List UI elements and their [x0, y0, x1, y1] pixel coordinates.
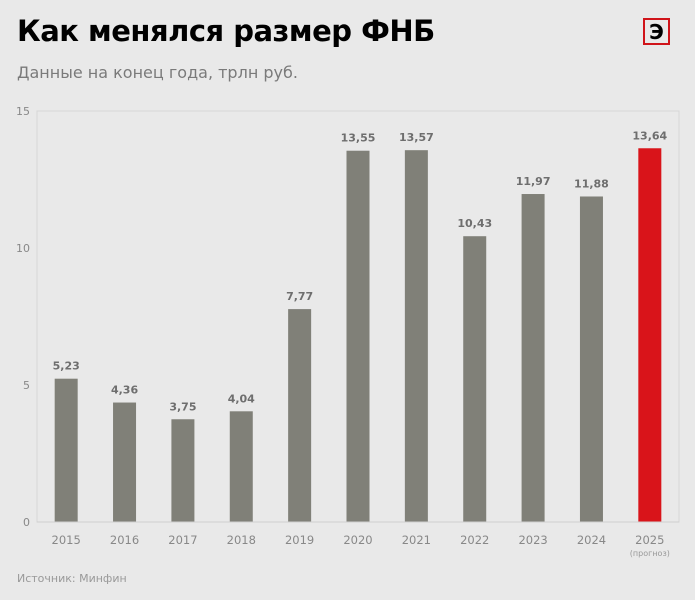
- data-label-2023: 11,97: [516, 175, 551, 188]
- data-label-2022: 10,43: [457, 217, 492, 230]
- x-tick-note: (прогноз): [630, 549, 670, 558]
- x-tick-label-2022: 2022: [460, 533, 489, 547]
- x-tick-label-2019: 2019: [285, 533, 314, 547]
- x-tick-label-2015: 2015: [52, 533, 81, 547]
- bar-2017: [171, 419, 195, 522]
- bar-2016: [113, 402, 137, 522]
- bar-2020: [346, 150, 370, 523]
- bar-2021: [404, 150, 428, 522]
- page-title: Как менялся размер ФНБ: [17, 14, 435, 48]
- chart-subtitle: Данные на конец года, трлн руб.: [17, 63, 298, 82]
- x-tick-label-2020: 2020: [343, 533, 372, 547]
- data-label-2019: 7,77: [286, 290, 313, 303]
- y-tick-label: 0: [23, 516, 30, 529]
- data-label-2018: 4,04: [228, 392, 255, 405]
- bar-2018: [229, 411, 253, 522]
- bar-2015: [54, 378, 78, 522]
- x-tick-label-2025: 2025: [635, 533, 664, 547]
- x-tick-label-2018: 2018: [227, 533, 256, 547]
- source-note: Источник: Минфин: [17, 572, 127, 585]
- x-tick-label-2024: 2024: [577, 533, 606, 547]
- x-tick-label-2017: 2017: [168, 533, 197, 547]
- data-label-2017: 3,75: [169, 400, 196, 413]
- brand-logo: Э: [643, 18, 670, 45]
- data-label-2021: 13,57: [399, 131, 434, 144]
- x-tick-label-2023: 2023: [518, 533, 547, 547]
- data-label-2016: 4,36: [111, 384, 138, 397]
- data-label-2025: 13,64: [632, 129, 667, 142]
- bar-2022: [463, 236, 487, 522]
- x-tick-label-2021: 2021: [402, 533, 431, 547]
- bar-2024: [579, 196, 603, 522]
- data-label-2020: 13,55: [341, 132, 376, 145]
- data-label-2024: 11,88: [574, 177, 609, 190]
- data-label-2015: 5,23: [53, 360, 80, 373]
- y-tick-label: 5: [23, 379, 30, 392]
- bar-2019: [288, 309, 312, 522]
- bar-2025: [638, 148, 662, 522]
- x-tick-label-2016: 2016: [110, 533, 139, 547]
- y-tick-label: 10: [16, 242, 30, 255]
- y-tick-label: 15: [16, 105, 30, 118]
- bar-2023: [521, 194, 545, 522]
